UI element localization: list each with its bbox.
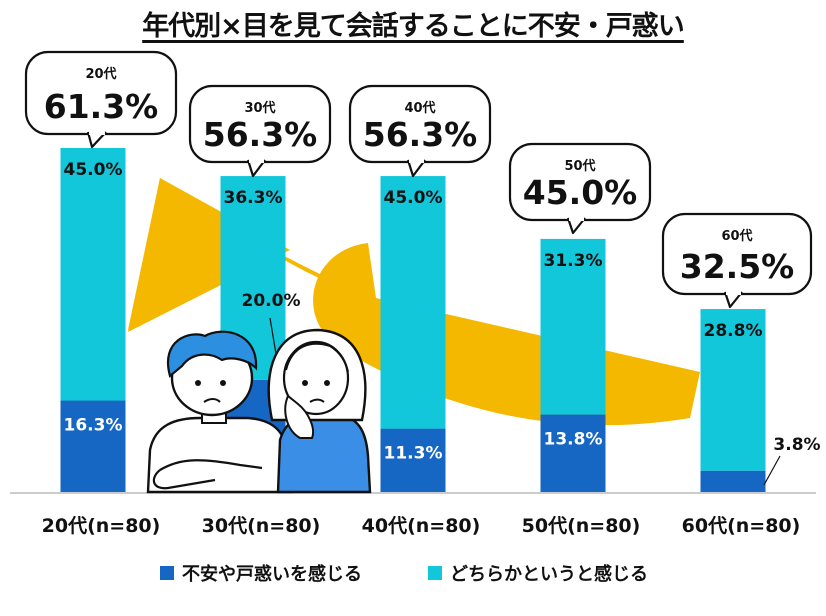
data-label-series2-0: 45.0% [64,160,123,180]
bubble-total-value-3: 45.0% [523,173,638,212]
legend-item-series1: 不安や戸惑いを感じる [160,562,362,585]
boy-mouth [203,398,221,403]
speech-bubble-tail-mask-0 [89,130,105,135]
bar-series1-2 [380,428,446,492]
boy-hair [167,330,258,378]
bubble-total-value-4: 32.5% [680,247,795,286]
girl-eye-left [302,380,308,386]
data-label-series1-4: 3.8% [773,435,820,455]
x-tick-label-0: 20代(n=80) [42,515,161,537]
x-tick-label-2: 40代(n=80) [362,515,481,537]
girl-face [282,340,350,416]
bubble-group-label-3: 50代 [564,158,595,174]
speech-bubble-tail-3 [566,217,586,235]
data-label-series2-4: 28.8% [704,321,763,341]
legend-label-series1: 不安や戸惑いを感じる [182,564,362,585]
leader-line-series1-4 [763,455,781,486]
speech-bubble-tail-mask-4 [726,290,741,295]
boy-arm-lower [152,469,216,490]
data-label-series2-2: 45.0% [384,188,443,208]
speech-bubble-tail-4 [723,291,743,309]
legend-item-series2: どちらかというと感じる [428,562,648,585]
data-label-series1-2: 11.3% [384,444,443,464]
bubble-total-value-2: 56.3% [363,115,478,154]
worried-people-illustration [146,328,372,494]
data-label-series2-1: 36.3% [224,188,283,208]
girl-hand [284,394,314,439]
data-label-series1-1: 20.0% [242,291,301,311]
bar-series1-0 [60,400,126,492]
speech-bubble-tail-mask-3 [569,216,584,221]
bubble-group-label-4: 60代 [721,228,752,244]
bar-series2-4 [700,309,766,471]
girl-eye-right [324,380,330,386]
speech-bubble-tail-1 [246,159,266,178]
legend-swatch-series1 [160,566,174,580]
bar-series1-3 [540,414,606,492]
bar-series1-4 [700,470,766,492]
bar-series2-3 [540,238,606,415]
boy-eye-right [220,380,226,386]
x-tick-label-1: 30代(n=80) [202,515,321,537]
bubble-total-value-1: 56.3% [203,115,318,154]
bar-series2-0 [60,148,126,401]
x-tick-label-3: 50代(n=80) [522,515,641,537]
chart-title: 年代別×目を見て会話することに不安・戸惑い [142,11,685,42]
speech-bubble-tail-mask-2 [409,158,424,163]
data-label-series1-3: 13.8% [544,430,603,450]
bubble-group-label-0: 20代 [85,66,116,82]
girl-bangs [285,342,349,373]
boy-crossed-arms [159,459,263,471]
speech-bubble-tail-mask-1 [249,158,264,163]
arrow-body [313,243,700,426]
bubble-group-label-2: 40代 [404,100,435,116]
x-tick-label-4: 60代(n=80) [682,515,801,537]
legend-label-series2: どちらかというと感じる [450,564,648,585]
speech-bubble-tail-0 [86,131,107,149]
speech-bubble-tail-2 [406,159,426,178]
legend-swatch-series2 [428,566,442,580]
arrow-tip [128,178,290,332]
data-label-series1-0: 16.3% [64,416,123,436]
data-label-series2-3: 31.3% [544,251,603,271]
bar-series2-2 [380,176,446,429]
bubble-total-value-0: 61.3% [44,87,159,126]
bubble-group-label-1: 30代 [244,100,275,116]
girl-mouth [309,398,325,403]
boy-shirt [146,416,294,494]
boy-eye-left [195,380,201,386]
